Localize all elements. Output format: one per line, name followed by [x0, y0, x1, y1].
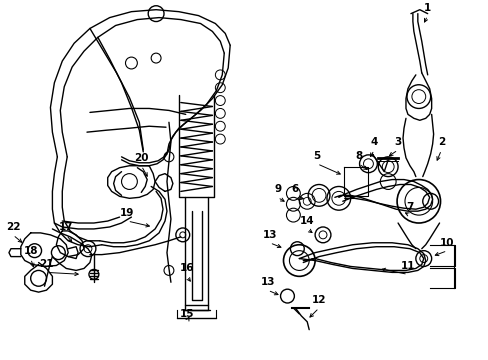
- Text: 22: 22: [6, 222, 20, 232]
- Text: 7: 7: [406, 202, 413, 212]
- Text: 15: 15: [179, 309, 194, 319]
- Text: 16: 16: [179, 264, 194, 273]
- Text: 12: 12: [311, 295, 325, 305]
- Text: 6: 6: [291, 184, 298, 194]
- Text: 17: 17: [59, 222, 73, 232]
- Text: 11: 11: [400, 261, 414, 271]
- Text: 19: 19: [120, 208, 134, 218]
- Text: 4: 4: [370, 137, 377, 147]
- Text: 13: 13: [260, 277, 274, 287]
- Text: 2: 2: [437, 137, 444, 147]
- Text: 20: 20: [134, 153, 148, 163]
- Text: 18: 18: [23, 246, 38, 256]
- Text: 21: 21: [39, 260, 54, 269]
- Text: 9: 9: [273, 184, 281, 194]
- Text: 5: 5: [313, 151, 320, 161]
- Text: 14: 14: [299, 216, 314, 226]
- Text: 3: 3: [394, 137, 401, 147]
- Text: 13: 13: [262, 230, 276, 240]
- Text: 10: 10: [439, 238, 454, 248]
- Text: 8: 8: [354, 151, 362, 161]
- Text: 1: 1: [423, 3, 430, 13]
